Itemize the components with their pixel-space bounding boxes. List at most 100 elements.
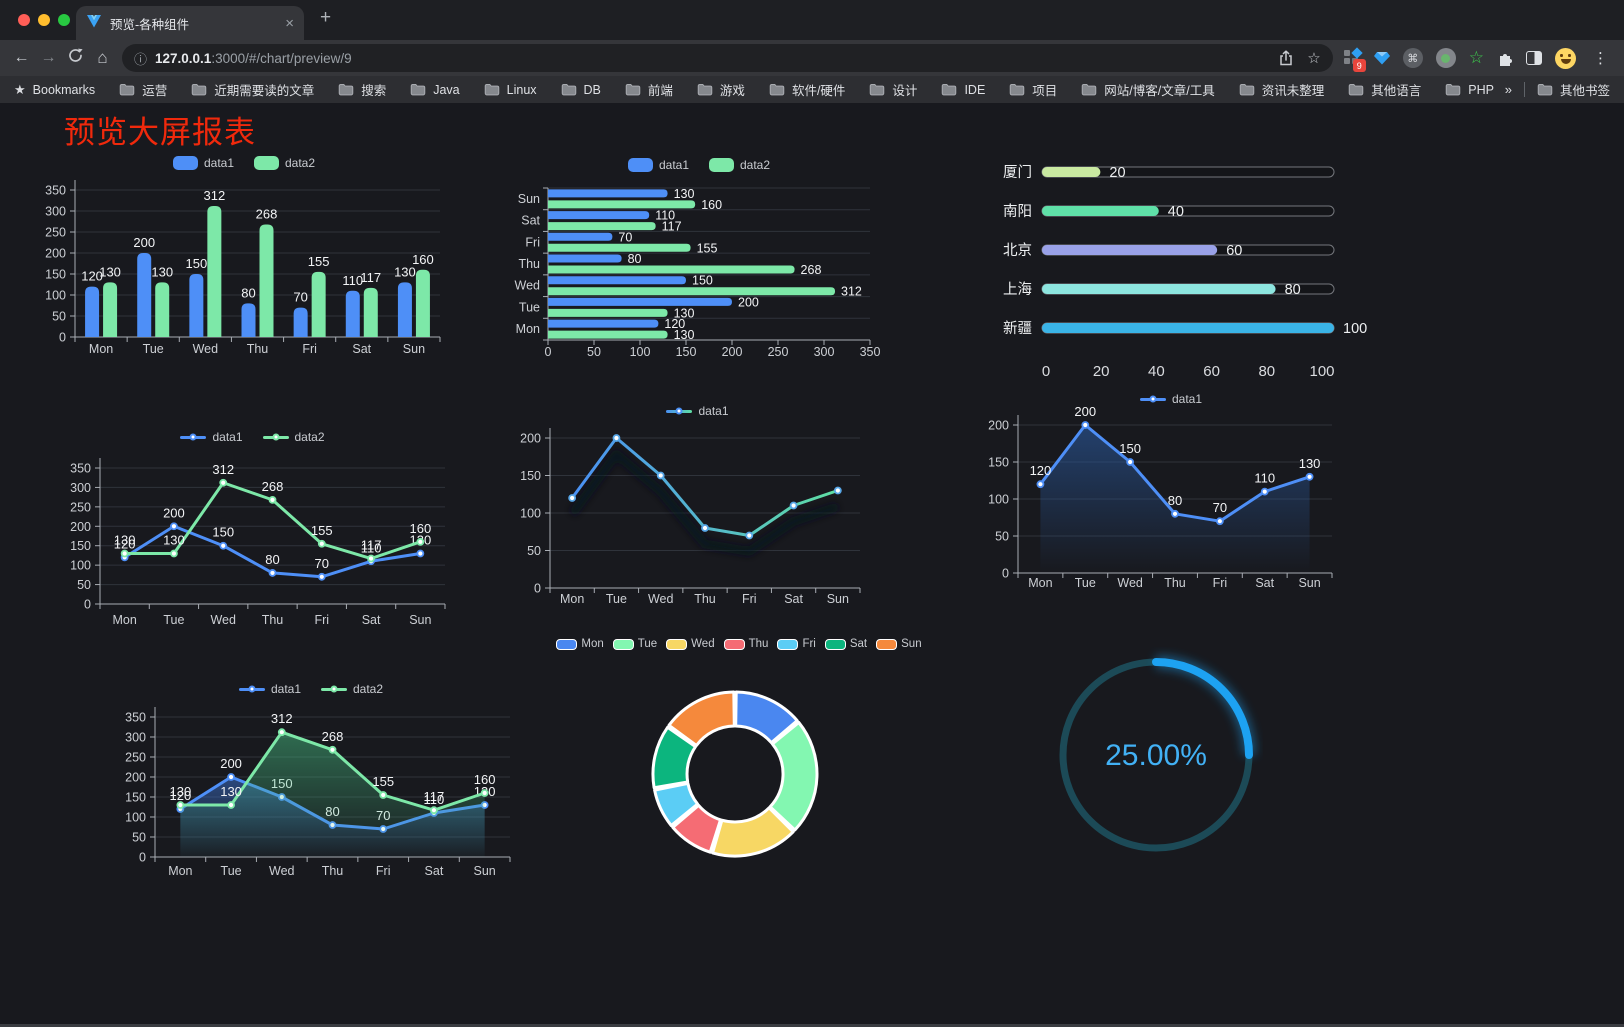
url-text[interactable]: 127.0.0.1:3000/#/chart/preview/9	[155, 51, 1273, 66]
bookmark-item[interactable]: 其他语言	[1348, 80, 1421, 99]
bookmark-item[interactable]: 近期需要读的文章	[191, 80, 314, 99]
legend-item[interactable]: data2	[262, 430, 325, 444]
share-button[interactable]	[1279, 50, 1293, 66]
tab-favicon	[86, 13, 102, 34]
svg-text:Fri: Fri	[525, 235, 540, 249]
bookmark-item[interactable]: 设计	[869, 80, 917, 99]
bookmark-item[interactable]: 资讯未整理	[1239, 80, 1324, 99]
diamond-icon	[1351, 47, 1363, 59]
legend-item[interactable]: data2	[254, 156, 315, 170]
bookmark-item[interactable]: 软件/硬件	[769, 80, 845, 99]
bookmark-item[interactable]: 项目	[1009, 80, 1057, 99]
bookmark-item[interactable]: Linux	[484, 80, 537, 99]
svg-text:200: 200	[70, 520, 91, 534]
bookmark-item[interactable]: 网站/博客/文章/工具	[1081, 80, 1215, 99]
legend-item[interactable]: Thu	[723, 638, 768, 650]
extension-icon-green-star[interactable]: ☆	[1468, 48, 1484, 67]
svg-text:Wed: Wed	[1117, 576, 1143, 590]
window-bottom-edge	[0, 1024, 1624, 1027]
bookmark-item[interactable]: 前端	[625, 80, 673, 99]
bookmark-star-icon[interactable]: ☆	[1307, 50, 1321, 67]
extension-icon-gem[interactable]	[1373, 51, 1390, 65]
maximize-window-button[interactable]	[58, 14, 70, 26]
bookmark-item[interactable]: 运营	[119, 80, 167, 99]
legend-item[interactable]: data1	[180, 430, 243, 444]
svg-text:Tue: Tue	[163, 613, 184, 627]
svg-text:150: 150	[186, 256, 208, 271]
svg-text:Wed: Wed	[269, 864, 295, 878]
svg-text:117: 117	[360, 270, 381, 285]
folder-icon	[697, 83, 713, 96]
legend-item[interactable]: data1	[172, 156, 234, 170]
legend-item[interactable]: data2	[709, 158, 770, 172]
legend-item[interactable]: data2	[321, 682, 383, 696]
extension-badge: 9	[1352, 59, 1366, 72]
legend-item[interactable]: Wed	[666, 638, 715, 650]
legend-item[interactable]: Tue	[612, 638, 657, 650]
svg-text:130: 130	[674, 306, 695, 320]
svg-text:Mon: Mon	[89, 342, 113, 356]
svg-text:Fri: Fri	[376, 864, 391, 878]
new-tab-button[interactable]: +	[320, 7, 332, 28]
folder-icon	[1239, 83, 1254, 96]
svg-text:150: 150	[676, 345, 697, 359]
sidebar-toggle-icon[interactable]	[1526, 51, 1542, 65]
svg-text:60: 60	[1203, 363, 1220, 380]
command-icon: ⌘	[1407, 52, 1419, 65]
bookmark-item[interactable]: IDE	[941, 80, 985, 99]
url-bar[interactable]: ⓘ 127.0.0.1:3000/#/chart/preview/9 ☆	[122, 44, 1333, 72]
legend-label: data2	[353, 682, 384, 696]
chart-canvas: 0 50 100 150 200 Mon Tue Wed Thu Fri Sat Sun	[520, 428, 861, 606]
legend-item[interactable]: Sun	[876, 638, 922, 650]
extension-icon-command[interactable]: ⌘	[1402, 48, 1423, 68]
bookmark-item[interactable]: DB	[561, 80, 601, 99]
svg-text:300: 300	[45, 205, 66, 219]
browser-menu-icon[interactable]: ⋮	[1593, 50, 1608, 67]
chart-legend: data1 data2	[100, 682, 522, 696]
svg-text:130: 130	[170, 784, 192, 799]
legend-item[interactable]: data1	[627, 158, 689, 172]
svg-text:Mon: Mon	[112, 613, 136, 627]
tab-close-icon[interactable]: ×	[285, 14, 294, 32]
svg-text:20: 20	[1093, 363, 1110, 380]
reload-button[interactable]	[62, 47, 89, 69]
svg-text:117: 117	[424, 789, 445, 804]
legend-item[interactable]: Sat	[824, 638, 867, 650]
bookmarks-overflow-icon[interactable]: »	[1504, 82, 1512, 97]
svg-text:250: 250	[45, 226, 66, 240]
back-button[interactable]: ←	[13, 49, 30, 66]
svg-text:155: 155	[697, 241, 718, 255]
bookmark-item[interactable]: Java	[410, 80, 460, 99]
bookmark-item[interactable]: PHP	[1445, 80, 1494, 99]
svg-text:Tue: Tue	[143, 342, 164, 356]
other-bookmarks-label: 其他书签	[1559, 84, 1610, 98]
chart-legend: data1 data2	[508, 158, 890, 172]
svg-text:160: 160	[701, 198, 722, 212]
forward-button[interactable]: →	[40, 49, 57, 66]
legend-item[interactable]: data1	[238, 682, 301, 696]
svg-text:Wed: Wed	[515, 279, 541, 293]
bookmark-item[interactable]: 搜索	[338, 80, 386, 99]
bookmarks-manager[interactable]: ★ Bookmarks	[14, 82, 95, 98]
home-button[interactable]: ⌂	[97, 48, 108, 67]
legend-item[interactable]: data1	[1139, 392, 1202, 406]
extension-icon-recorder[interactable]	[1435, 48, 1456, 68]
svg-text:100: 100	[1309, 363, 1334, 380]
other-bookmarks[interactable]: 其他书签	[1537, 80, 1610, 99]
legend-label: data1	[698, 404, 729, 418]
bookmark-item[interactable]: 游戏	[697, 80, 745, 99]
legend-item[interactable]: Mon	[556, 638, 604, 650]
site-info-icon[interactable]: ⓘ	[134, 51, 148, 67]
browser-tab[interactable]: 预览-各种组件 ×	[76, 6, 304, 40]
bookmark-label: 运营	[142, 84, 168, 98]
legend-item[interactable]: data1	[666, 404, 729, 418]
close-window-button[interactable]	[18, 14, 30, 26]
extensions-puzzle-icon[interactable]	[1497, 50, 1513, 67]
legend-item[interactable]: Fri	[777, 638, 816, 650]
svg-text:80: 80	[1168, 493, 1182, 508]
minimize-window-button[interactable]	[38, 14, 50, 26]
extension-icon-apps[interactable]: 9	[1343, 47, 1366, 72]
svg-text:350: 350	[45, 184, 66, 198]
profile-avatar[interactable]	[1555, 47, 1576, 69]
chart-canvas: 25.00%	[1056, 655, 1256, 855]
